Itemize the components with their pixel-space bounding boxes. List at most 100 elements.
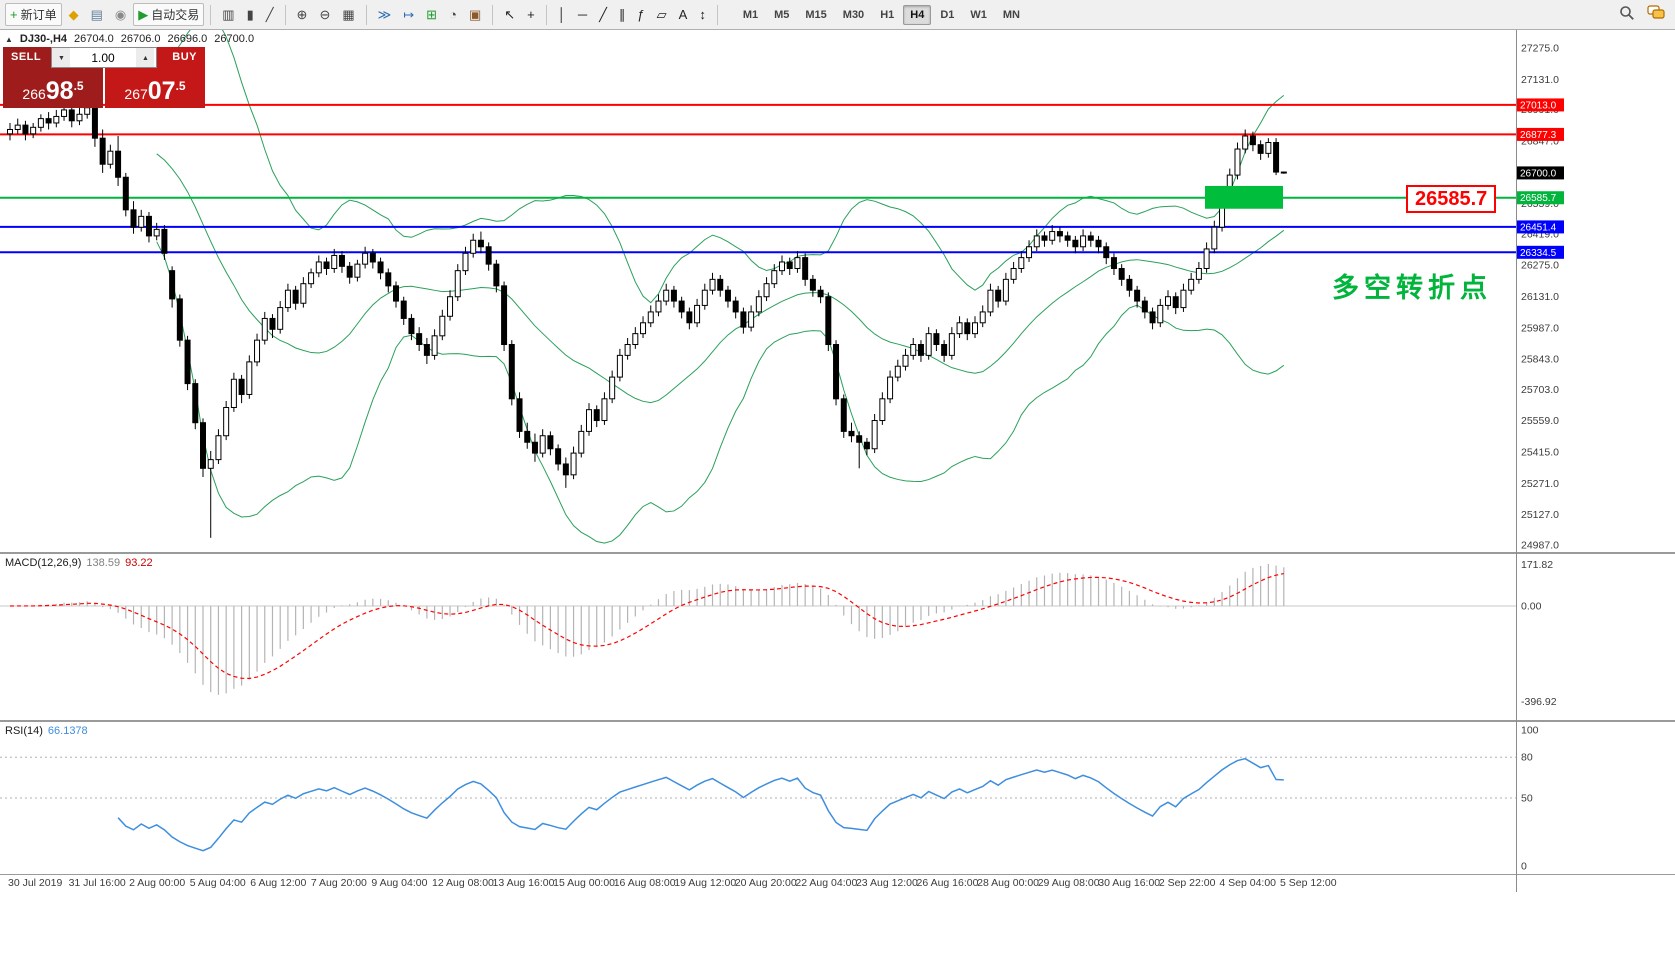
svg-text:27013.0: 27013.0 (1520, 100, 1557, 111)
price-callout-label[interactable]: 26585.7 (1406, 185, 1497, 213)
cursor-icon: ↖ (504, 7, 516, 22)
price-tag-26451.4: 26451.4 (1517, 220, 1564, 234)
time-label: 5 Aug 04:00 (189, 877, 246, 889)
fibonacci-button[interactable]: ƒ (632, 5, 649, 24)
time-label: 4 Sep 04:00 (1219, 877, 1277, 889)
horizontal-line-icon: ─ (577, 7, 588, 22)
trendline-button[interactable]: ╱ (594, 5, 612, 24)
time-label: 30 Aug 16:00 (1098, 877, 1161, 889)
price-chart[interactable]: 27275.027131.026991.026847.026703.026559… (0, 30, 1675, 552)
crosshair-button[interactable]: + (522, 5, 540, 24)
timeframe-w1-button[interactable]: W1 (970, 8, 987, 21)
volume-increase-button[interactable]: ▲ (136, 48, 154, 67)
svg-text:100: 100 (1521, 725, 1539, 737)
autotrade-label: 自动交易 (151, 8, 200, 22)
price-axis[interactable]: 27275.027131.026991.026847.026703.026559… (1521, 43, 1559, 552)
macd-chart[interactable]: 171.82 0.00 -396.92 (0, 554, 1675, 720)
time-label: 22 Aug 04:00 (795, 877, 858, 889)
macd-main-value: 138.59 (86, 557, 121, 569)
macd-title: MACD(12,26,9) (5, 557, 82, 569)
auto-scroll-icon: ≫ (377, 7, 392, 22)
shapes-button[interactable]: ▱ (652, 5, 672, 24)
svg-text:24987.0: 24987.0 (1521, 539, 1559, 551)
macd-signal-value: 93.22 (125, 557, 153, 569)
panel-separator[interactable] (0, 552, 1675, 554)
arrows-icon: ↕ (699, 7, 706, 22)
zoom-out-button[interactable]: ⊖ (314, 5, 335, 24)
candles (7, 96, 1287, 538)
template-button[interactable]: ▣ (464, 5, 486, 24)
svg-text:26334.5: 26334.5 (1520, 248, 1557, 259)
gold-button[interactable]: ◆ (64, 5, 84, 24)
bar-chart-button[interactable]: ▥ (217, 5, 239, 24)
auto-scroll-button[interactable]: ≫ (373, 5, 397, 24)
period-button[interactable]: ◔ (444, 5, 462, 24)
line-chart-button[interactable]: ╱ (261, 5, 279, 24)
chart-shift-button[interactable]: ↦ (398, 5, 419, 24)
toolbar-separator (210, 4, 212, 25)
bar-open: 26704.0 (74, 33, 114, 45)
bar-high: 26706.0 (120, 33, 161, 45)
svg-text:26585.7: 26585.7 (1520, 193, 1557, 204)
zoom-out-icon: ⊖ (319, 7, 331, 22)
svg-text:25127.0: 25127.0 (1521, 509, 1559, 521)
svg-text:0: 0 (1521, 861, 1527, 873)
new-chart-button[interactable]: ⊞ (421, 5, 442, 24)
rsi-chart[interactable]: 100 80 50 0 (0, 722, 1675, 874)
vertical-line-button[interactable]: │ (553, 5, 571, 24)
time-label: 9 Aug 04:00 (371, 877, 428, 889)
panel-separator[interactable] (0, 720, 1675, 722)
crosshair-icon: + (527, 7, 535, 22)
tile-windows-icon: ▦ (342, 7, 355, 22)
cursor-button[interactable]: ↖ (499, 5, 520, 24)
autotrade-button[interactable]: ▶ 自动交易 (133, 3, 205, 26)
svg-text:26700.0: 26700.0 (1520, 168, 1557, 179)
tile-windows-button[interactable]: ▦ (337, 5, 359, 24)
turning-point-annotation[interactable]: 多空转折点 (1332, 273, 1492, 303)
new-order-button[interactable]: + 新订单 (5, 3, 62, 26)
timeframe-m1-button[interactable]: M1 (742, 8, 759, 21)
timeframe-d1-button[interactable]: D1 (940, 8, 955, 21)
shapes-icon: ▱ (656, 7, 667, 22)
supply-zone-rectangle[interactable] (1205, 185, 1283, 209)
timeframe-m15-button[interactable]: M15 (805, 8, 827, 21)
rsi-value: 66.1378 (47, 725, 88, 737)
volume-input[interactable] (70, 48, 136, 67)
one-click-trading-panel: SELL 26698.5 BUY 26707.5 ▼ ▲ (3, 47, 205, 108)
sound-icon: ◉ (114, 7, 127, 22)
volume-decrease-button[interactable]: ▼ (52, 48, 70, 67)
text-button[interactable]: A (674, 5, 693, 24)
svg-text:26877.3: 26877.3 (1520, 130, 1557, 141)
time-label: 31 Jul 16:00 (68, 877, 126, 889)
timeframe-m5-button[interactable]: M5 (774, 8, 790, 21)
bollinger-lower-band (156, 241, 1285, 544)
timeframe-mn-button[interactable]: MN (1002, 8, 1020, 21)
zoom-in-button[interactable]: ⊕ (292, 5, 313, 24)
new-order-label: 新订单 (20, 8, 57, 22)
time-axis[interactable]: 30 Jul 2019 31 Jul 16:00 2 Aug 00:00 5 Aug … (0, 877, 1516, 893)
price-tag-27013.0: 27013.0 (1517, 98, 1564, 112)
time-label: 13 Aug 16:00 (492, 877, 555, 889)
arrows-button[interactable]: ↕ (694, 5, 711, 24)
chat-icon[interactable] (1647, 5, 1665, 25)
horizontal-line-button[interactable]: ─ (573, 5, 592, 24)
new-chart-icon: ⊞ (426, 7, 438, 22)
vertical-line-icon: │ (557, 7, 566, 22)
channel-button[interactable]: ∥ (614, 5, 631, 24)
toolbar-separator (365, 4, 367, 25)
template-icon: ▣ (468, 7, 482, 22)
rsi-line (117, 757, 1284, 852)
sound-button[interactable]: ◉ (110, 5, 131, 24)
toolbar-buttons: + 新订单 ◆ ▤ ◉ ▶ 自动交易 ▥ ▮ ╱ ⊕ ⊖ ▦ ≫ ↦ ⊞ ◔ ▣ ↖ + │ ─ ╱ ∥ ƒ ▱ A ↕ (4, 3, 723, 26)
timeframe-h4-button[interactable]: H4 (903, 4, 932, 25)
sell-price: 26698.5 (22, 77, 84, 105)
timeframe-h1-button[interactable]: H1 (880, 8, 895, 21)
print-button[interactable]: ▤ (86, 5, 108, 24)
timeframe-m30-button[interactable]: M30 (842, 8, 865, 21)
collapse-arrow-icon[interactable]: ▲ (5, 34, 13, 44)
candle-chart-button[interactable]: ▮ (242, 5, 259, 24)
time-label: 16 Aug 08:00 (613, 877, 676, 889)
search-icon[interactable] (1619, 5, 1635, 26)
svg-text:-396.92: -396.92 (1521, 696, 1557, 708)
price-tag-26700.0: 26700.0 (1517, 166, 1564, 180)
